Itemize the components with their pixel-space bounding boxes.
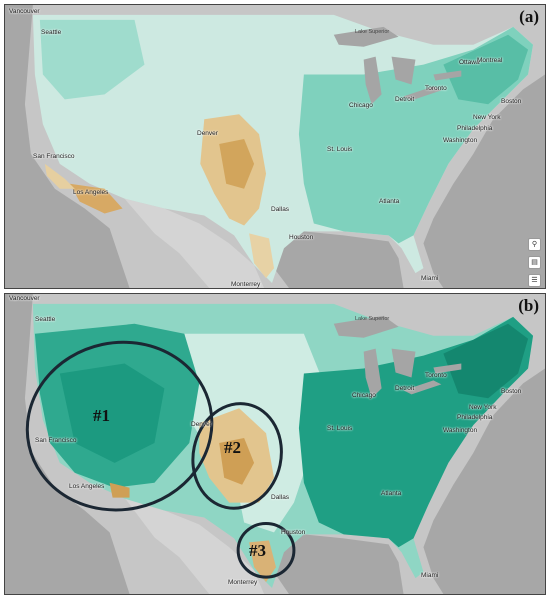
tan-region-2-core (219, 438, 255, 485)
lake-ontario (433, 70, 462, 81)
map-b-canvas (5, 294, 545, 594)
city-denver: Denver (197, 130, 218, 137)
city-san-francisco: San Francisco (35, 437, 77, 444)
city-san-francisco: San Francisco (33, 153, 75, 160)
city-detroit: Detroit (395, 385, 415, 392)
city-washington: Washington (443, 427, 478, 434)
panel-a-label: (a) (519, 7, 539, 26)
city-los-angeles: Los Angeles (69, 483, 105, 490)
city-vancouver: Vancouver (9, 295, 40, 302)
tan-region-3 (249, 540, 276, 583)
city-monterrey: Monterrey (231, 281, 261, 288)
pacific-ocean (5, 294, 130, 594)
gulf-of-mexico (274, 534, 404, 594)
region-2-label: #2 (224, 438, 241, 457)
teal-northwest-region (39, 19, 145, 100)
city-miami: Miami (421, 572, 439, 579)
search-icon[interactable]: ⚲ (528, 238, 541, 251)
city-los-angeles: Los Angeles (73, 189, 109, 196)
region-1-circle (25, 340, 214, 512)
lake-michigan (363, 348, 382, 399)
legend-icon[interactable]: ☰ (528, 274, 541, 287)
lake-superior-label: Lake Superior (355, 316, 390, 322)
city-miami: Miami (421, 275, 439, 282)
city-boston: Boston (501, 98, 522, 105)
teal-northeast-region (443, 34, 529, 105)
lake-erie (403, 380, 442, 395)
lake-superior-label: Lake Superior (355, 29, 390, 35)
layers-icon[interactable]: ▤ (528, 256, 541, 269)
city-chicago: Chicago (349, 102, 373, 109)
lake-michigan (363, 56, 382, 105)
lake-erie (403, 86, 442, 101)
atlantic-ocean (423, 368, 545, 594)
tan-core-region (219, 139, 255, 189)
city-atlanta: Atlanta (381, 490, 402, 497)
pacific-ocean (5, 5, 130, 288)
city-boston: Boston (501, 388, 522, 395)
city-philadelphia: Philadelphia (457, 414, 493, 421)
gulf-of-mexico (274, 231, 404, 288)
map-panel-b: (b) Vancouver Seattle San Francisco Los … (4, 293, 546, 595)
city-dallas: Dallas (271, 494, 290, 501)
teal-west-core (59, 363, 165, 463)
city-dallas: Dallas (271, 206, 290, 213)
city-atlanta: Atlanta (379, 198, 400, 205)
city-washington: Washington (443, 137, 478, 144)
city-chicago: Chicago (352, 392, 376, 399)
lake-huron (391, 56, 416, 85)
city-philadelphia: Philadelphia (457, 125, 493, 132)
atlantic-ocean (423, 74, 545, 288)
region-3-circle (236, 521, 296, 579)
city-montreal: Montreal (477, 57, 503, 64)
city-seattle: Seattle (41, 29, 62, 36)
mexico-land (124, 497, 265, 594)
region-3-label: #3 (249, 541, 266, 560)
city-new-york: New York (469, 404, 497, 411)
city-new-york: New York (473, 114, 501, 121)
lake-huron (391, 348, 416, 378)
tan-socal-region (69, 183, 123, 214)
city-seattle: Seattle (35, 316, 56, 323)
city-toronto: Toronto (425, 85, 447, 92)
map-panel-a: (a) Vancouver Seattle San Francisco Los … (4, 4, 546, 289)
tan-south-texas-region (249, 233, 275, 279)
city-toronto: Toronto (425, 372, 447, 379)
lake-superior (333, 26, 399, 47)
city-st-louis: St. Louis (327, 425, 353, 432)
region-1-label: #1 (93, 406, 110, 425)
panel-b-label: (b) (518, 296, 539, 315)
tan-region-socal (109, 482, 130, 498)
teal-northeast-region (443, 323, 529, 399)
region-2-circle (191, 402, 283, 510)
city-detroit: Detroit (395, 96, 415, 103)
city-st-louis: St. Louis (327, 146, 353, 153)
city-houston: Houston (289, 234, 314, 241)
city-monterrey: Monterrey (228, 579, 258, 586)
map-a-canvas (5, 5, 545, 288)
mexico-land (124, 198, 265, 288)
city-vancouver: Vancouver (9, 8, 40, 15)
lake-superior (333, 315, 399, 338)
city-houston: Houston (281, 529, 306, 536)
city-ottawa: Ottawa (459, 59, 480, 66)
lake-ontario (433, 363, 462, 374)
tan-coast-region (44, 163, 75, 189)
city-denver: Denver (191, 421, 212, 428)
